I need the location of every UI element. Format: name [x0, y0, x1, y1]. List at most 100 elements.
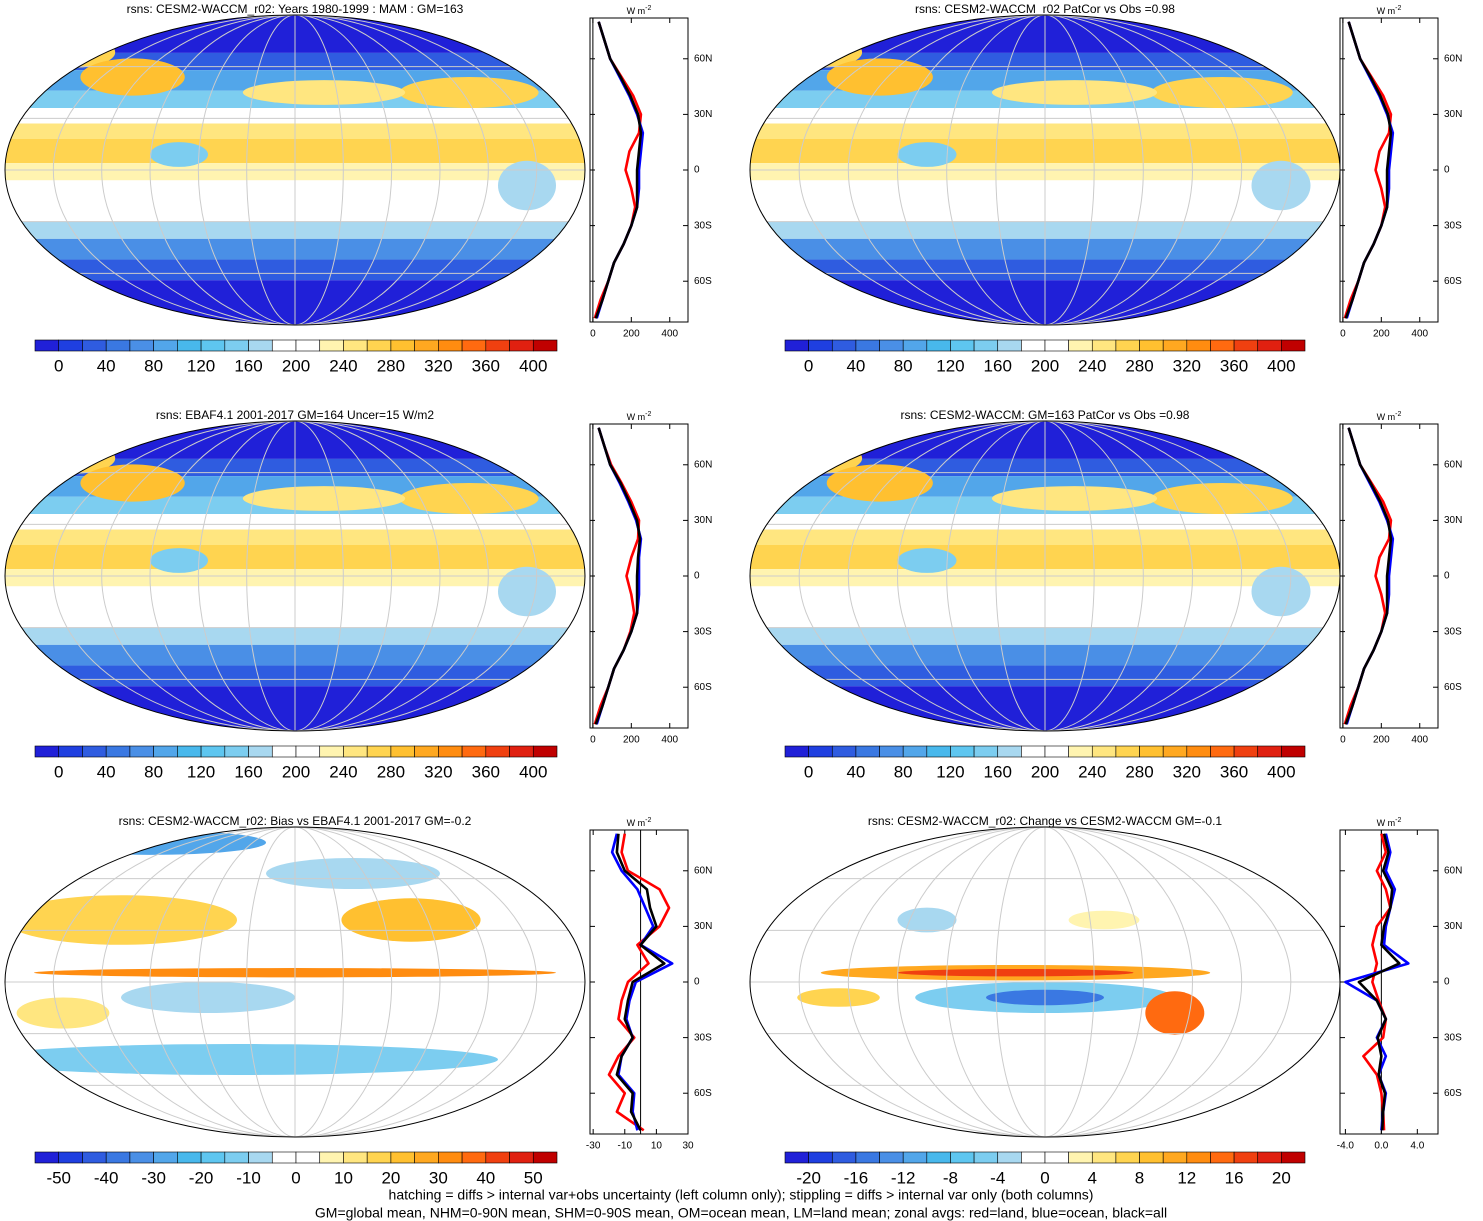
colorbar-label: 40	[97, 356, 116, 375]
x-tick-label: 200	[623, 329, 640, 340]
colorbar-box	[200, 745, 226, 758]
colorbar-box	[926, 745, 951, 758]
x-tick-label: 200	[1373, 329, 1390, 340]
colorbar-box	[461, 339, 487, 352]
colorbar-label: 40	[846, 762, 865, 781]
colorbar-box	[784, 1151, 809, 1164]
colorbar-box	[926, 339, 951, 352]
colorbar-box	[366, 1151, 392, 1164]
colorbar-box	[879, 745, 904, 758]
colorbar-label: 320	[424, 762, 452, 781]
x-tick-label: 0	[590, 735, 596, 746]
colorbar-box	[973, 1151, 999, 1164]
map-patch	[5, 895, 237, 945]
y-tick-label: 30N	[1444, 921, 1462, 932]
map-patch	[341, 898, 481, 942]
colorbar-label: 360	[472, 356, 500, 375]
colorbar-box	[390, 339, 415, 352]
colorbar-box	[902, 745, 928, 758]
map-patch	[991, 486, 1158, 511]
colorbar-box	[1044, 1151, 1069, 1164]
y-tick-label: 60N	[694, 53, 712, 64]
map-patch	[498, 160, 556, 211]
units-exp: -2	[645, 5, 651, 12]
colorbar-box	[1139, 745, 1164, 758]
colorbar-box	[1091, 745, 1117, 758]
colorbar-label: 360	[472, 762, 500, 781]
zonal-line	[594, 21, 643, 319]
colorbar-box	[509, 1151, 534, 1164]
units-base: W m	[627, 818, 646, 828]
colorbar-label: 280	[1125, 762, 1153, 781]
colorbar-box	[177, 339, 202, 352]
units-exp: -2	[645, 411, 651, 418]
y-tick-label: 0	[1444, 165, 1450, 176]
colorbar-box	[1281, 745, 1306, 758]
map-patch	[1068, 910, 1140, 930]
colorbar-label: 0	[54, 762, 63, 781]
colorbar-box	[295, 745, 321, 758]
y-tick-label: 60S	[1444, 682, 1462, 693]
colorbar-box	[82, 745, 107, 758]
map-patch	[897, 968, 1134, 977]
colorbar-box	[1139, 1151, 1164, 1164]
colorbar-box	[950, 1151, 975, 1164]
colorbar-label: 40	[846, 356, 865, 375]
colorbar-label: -10	[236, 1168, 261, 1187]
colorbar-box	[224, 339, 249, 352]
colorbar-box	[248, 339, 273, 352]
y-tick-label: 60N	[1444, 459, 1462, 470]
colorbar-label: 320	[1173, 356, 1201, 375]
colorbar-box	[1281, 339, 1306, 352]
colorbar-box	[1257, 745, 1282, 758]
colorbar-label: 4	[1088, 1168, 1097, 1187]
y-tick-label: 0	[694, 165, 700, 176]
map	[5, 15, 585, 325]
colorbar-box	[831, 745, 857, 758]
map-patch	[826, 464, 933, 502]
colorbar-box	[831, 1151, 857, 1164]
colorbar-label: 50	[524, 1168, 543, 1187]
zonal-line	[1344, 833, 1410, 1131]
colorbar-box	[343, 339, 368, 352]
colorbar-box	[438, 339, 463, 352]
colorbar-label: -20	[189, 1168, 214, 1187]
colorbar-box	[1162, 339, 1188, 352]
map-patch	[1151, 77, 1293, 108]
colorbar-label: 240	[1078, 762, 1106, 781]
zonal-line	[593, 427, 641, 725]
colorbar-box	[1044, 339, 1069, 352]
colorbar-box	[34, 1151, 60, 1164]
colorbar-box	[855, 1151, 880, 1164]
colorbar-box	[808, 1151, 833, 1164]
y-tick-label: 30N	[1444, 515, 1462, 526]
x-tick-label: 400	[1411, 735, 1428, 746]
map-patch	[797, 988, 880, 1007]
colorbar-label: 10	[334, 1168, 353, 1187]
y-tick-label: 30S	[694, 1032, 712, 1043]
colorbar-box	[1115, 745, 1140, 758]
colorbar-box	[271, 745, 297, 758]
colorbar-label: 160	[234, 356, 262, 375]
map-patch	[991, 80, 1158, 105]
colorbar-box	[1091, 339, 1117, 352]
colorbar-box	[438, 1151, 463, 1164]
colorbar-box	[1210, 745, 1235, 758]
x-tick-label: 200	[623, 735, 640, 746]
units-base: W m	[1377, 412, 1396, 422]
colorbar-box	[129, 745, 154, 758]
colorbar-label: -40	[94, 1168, 119, 1187]
colorbar-label: 12	[1177, 1168, 1196, 1187]
colorbar-box	[366, 339, 392, 352]
map-patch	[16, 997, 110, 1029]
y-tick-label: 60N	[694, 459, 712, 470]
panel-title: rsns: CESM2-WACCM: GM=163 PatCor vs Obs …	[901, 408, 1190, 422]
colorbar-box	[58, 339, 83, 352]
colorbar-label: 80	[144, 356, 163, 375]
colorbar-box	[58, 1151, 83, 1164]
y-tick-label: 30S	[1444, 220, 1462, 231]
colorbar-box	[902, 339, 928, 352]
colorbar-label: 80	[894, 762, 913, 781]
colorbar-box	[1068, 339, 1093, 352]
x-tick-label: 4.0	[1410, 1141, 1424, 1152]
